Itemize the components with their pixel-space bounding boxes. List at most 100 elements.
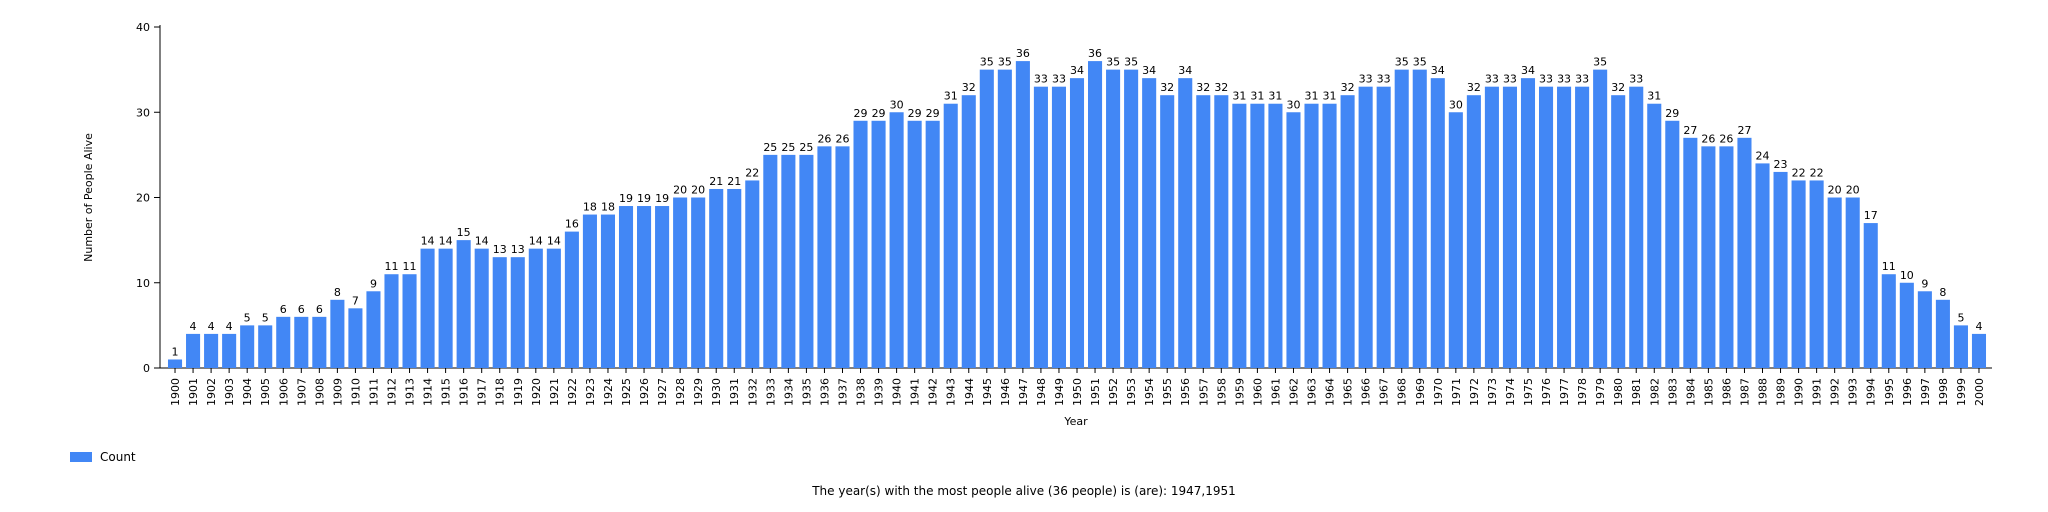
bar-value-label: 11 [384, 260, 398, 273]
bar [727, 188, 742, 368]
x-tick-label: 1948 [1035, 378, 1048, 406]
bar-value-label: 32 [962, 81, 976, 94]
bar-value-label: 31 [944, 90, 958, 103]
bar-value-label: 20 [673, 184, 687, 197]
bar-value-label: 36 [1016, 47, 1030, 60]
x-tick-label: 1927 [656, 378, 669, 406]
bar-value-label: 14 [475, 235, 489, 248]
bar-value-label: 4 [208, 320, 215, 333]
y-tick-label: 10 [136, 277, 150, 290]
bar [691, 197, 706, 368]
x-tick-label: 1979 [1594, 378, 1607, 406]
bar [1448, 112, 1463, 368]
bar [1376, 86, 1391, 369]
bar-value-label: 23 [1774, 158, 1788, 171]
bar [1033, 86, 1048, 369]
bar [1701, 146, 1716, 368]
bar [1322, 103, 1337, 368]
bar [582, 214, 597, 368]
bar-value-label: 31 [1268, 90, 1282, 103]
bar-value-label: 33 [1034, 73, 1048, 86]
x-tick-label: 1918 [494, 378, 507, 406]
x-tick-label: 1976 [1540, 378, 1553, 406]
x-tick-label: 1970 [1432, 378, 1445, 406]
bar-value-label: 31 [1323, 90, 1337, 103]
x-tick-label: 1923 [584, 378, 597, 406]
bar-value-label: 18 [601, 201, 615, 214]
bar-value-label: 14 [529, 235, 543, 248]
bar [546, 248, 561, 368]
bar [1737, 137, 1752, 368]
summary-caption: The year(s) with the most people alive (… [812, 484, 1236, 498]
y-tick-label: 30 [136, 106, 150, 119]
bar [258, 325, 273, 368]
bar-value-label: 22 [1810, 166, 1824, 179]
bar [1683, 137, 1698, 368]
bar [438, 248, 453, 368]
bar [709, 188, 724, 368]
bar [186, 333, 201, 368]
bar-value-label: 32 [1160, 81, 1174, 94]
x-tick-label: 1907 [295, 378, 308, 406]
bar [1881, 274, 1896, 368]
bar [240, 325, 255, 368]
bar-value-label: 34 [1431, 64, 1445, 77]
x-tick-label: 1916 [458, 378, 471, 406]
x-tick-label: 1935 [800, 378, 813, 406]
bar-value-label: 13 [511, 243, 525, 256]
bar [600, 214, 616, 368]
x-tick-label: 1912 [385, 378, 398, 406]
x-tick-label: 1964 [1324, 378, 1337, 406]
bar [763, 154, 778, 368]
bars [167, 61, 1987, 369]
bar [1755, 163, 1770, 368]
x-tick-label: 1949 [1053, 378, 1066, 406]
x-tick-label: 1931 [728, 378, 741, 406]
bar-value-label: 5 [1957, 311, 1964, 324]
bar [1430, 78, 1445, 369]
x-tick-label: 1920 [530, 378, 543, 406]
x-tick-label: 1996 [1901, 378, 1914, 406]
bar [1286, 112, 1301, 368]
x-tick-label: 1954 [1143, 378, 1156, 406]
x-tick-label: 1997 [1919, 378, 1932, 406]
bar [1647, 103, 1662, 368]
x-tick-label: 1971 [1450, 378, 1463, 406]
bar-value-label: 26 [1701, 132, 1715, 145]
bar-value-label: 16 [565, 218, 579, 231]
x-tick-label: 1965 [1342, 378, 1355, 406]
bar-value-label: 4 [226, 320, 233, 333]
bar-value-label: 11 [403, 260, 417, 273]
x-tick-label: 1981 [1630, 378, 1643, 406]
bar [1809, 180, 1824, 368]
x-tick-label: 1941 [909, 378, 922, 406]
x-tick-label: 1961 [1269, 378, 1282, 406]
x-tick-label: 1951 [1089, 378, 1102, 406]
x-tick-label: 1932 [746, 378, 759, 406]
bar [1863, 223, 1878, 368]
bar-value-label: 19 [655, 192, 669, 205]
bar-value-label: 18 [583, 201, 597, 214]
bar [167, 359, 183, 368]
x-tick-label: 1937 [836, 378, 849, 406]
bar-value-label: 8 [334, 286, 341, 299]
bar [330, 299, 345, 368]
x-tick-label: 1938 [855, 378, 868, 406]
bar-value-label: 33 [1629, 73, 1643, 86]
x-tick-label: 1992 [1829, 378, 1842, 406]
bar-value-label: 5 [244, 311, 251, 324]
bar-value-label: 31 [1232, 90, 1246, 103]
bar-value-label: 29 [908, 107, 922, 120]
bar [1250, 103, 1265, 368]
y-tick-label: 0 [143, 362, 150, 375]
bar [907, 120, 922, 369]
bar-value-label: 29 [926, 107, 940, 120]
bar [456, 240, 471, 368]
bar [1214, 95, 1229, 368]
bar-value-label: 35 [1413, 56, 1427, 69]
x-tick-label: 1990 [1793, 378, 1806, 406]
x-tick-label: 1983 [1666, 378, 1679, 406]
bar-value-label: 34 [1142, 64, 1156, 77]
x-tick-label: 1950 [1071, 378, 1084, 406]
x-tick-label: 1909 [331, 378, 344, 406]
